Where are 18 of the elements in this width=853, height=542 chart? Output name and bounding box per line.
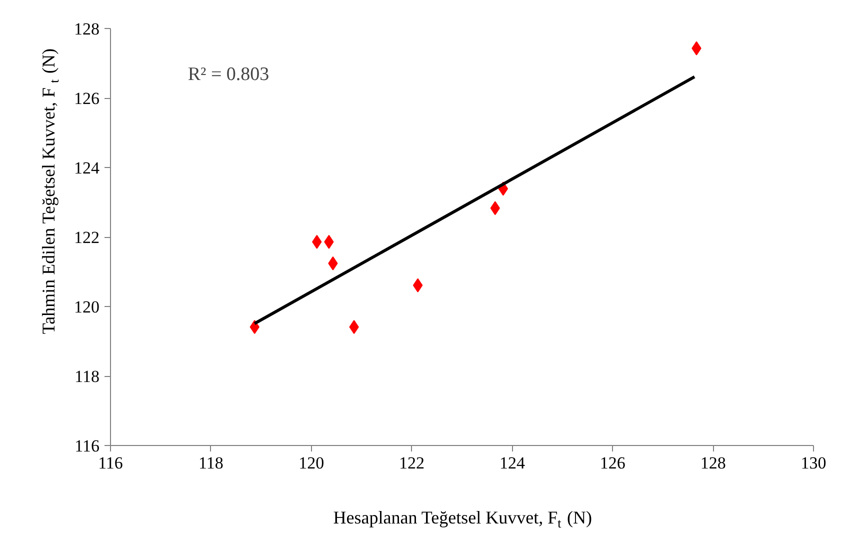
y-tick-label: 120 <box>74 298 100 316</box>
x-tick-label: 122 <box>399 454 425 472</box>
x-tick-label: 130 <box>800 454 826 472</box>
x-tick-label: 128 <box>700 454 726 472</box>
x-tick-label: 120 <box>298 454 324 472</box>
y-tick-label: 126 <box>74 89 100 108</box>
annotation: R² = 0.803 <box>188 64 270 85</box>
y-tick-label: 122 <box>74 228 100 247</box>
x-tick-label: 126 <box>600 454 626 472</box>
y-tick-label: 116 <box>74 436 100 456</box>
x-tick-label: 118 <box>198 454 224 472</box>
x-tick-label: 124 <box>499 454 526 472</box>
y-tick-label: 124 <box>74 158 100 178</box>
y-tick-label: 118 <box>74 367 100 386</box>
y-axis-title: Tahmin Edilen Teğetsel Kuvvet, F t (N) <box>38 48 62 334</box>
y-tick-label: 128 <box>74 20 100 38</box>
x-tick-label: 116 <box>98 454 123 472</box>
point <box>412 278 423 292</box>
